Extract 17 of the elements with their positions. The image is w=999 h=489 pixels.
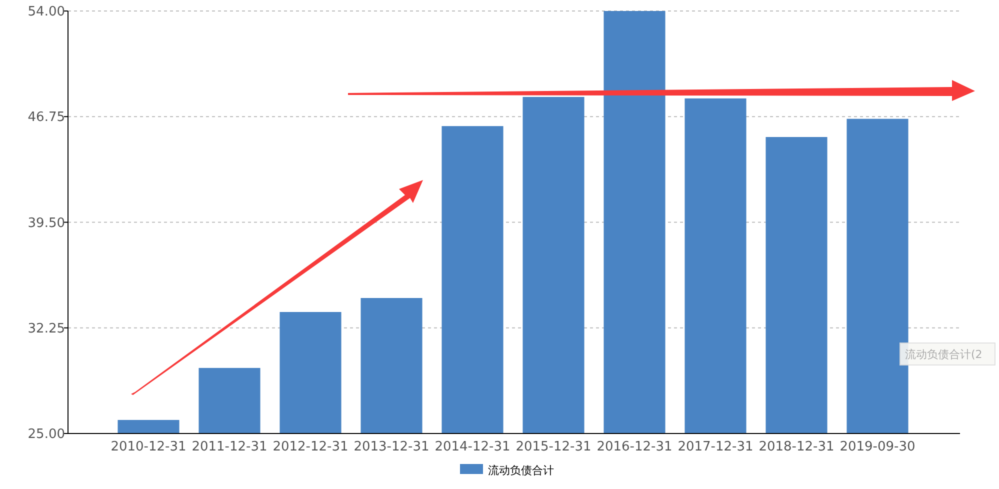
x-tick-label: 2019-09-30: [840, 440, 916, 454]
x-tick-label: 2014-12-31: [434, 440, 510, 454]
y-tick-label: 46.75: [28, 110, 65, 126]
x-tick-label: 2017-12-31: [678, 440, 754, 454]
y-tick-label: 32.25: [28, 321, 65, 336]
y-tick-label: 39.50: [28, 216, 65, 231]
legend-label: 流动负债合计: [488, 464, 554, 477]
x-tick-label: 2010-12-31: [110, 440, 186, 454]
x-tick-label: 2012-12-31: [272, 440, 348, 454]
x-tick-label: 2016-12-31: [596, 440, 672, 454]
x-tick-label: 2018-12-31: [758, 440, 834, 454]
x-tick-label: 2011-12-31: [192, 440, 268, 454]
x-tick-label: 2013-12-31: [354, 440, 430, 454]
y-tick-label: 25.00: [28, 427, 65, 442]
x-tick-label: 2015-12-31: [516, 440, 592, 454]
y-tick-label: 54.00: [28, 4, 65, 20]
annotation: 流动负债合计(2: [905, 348, 982, 361]
